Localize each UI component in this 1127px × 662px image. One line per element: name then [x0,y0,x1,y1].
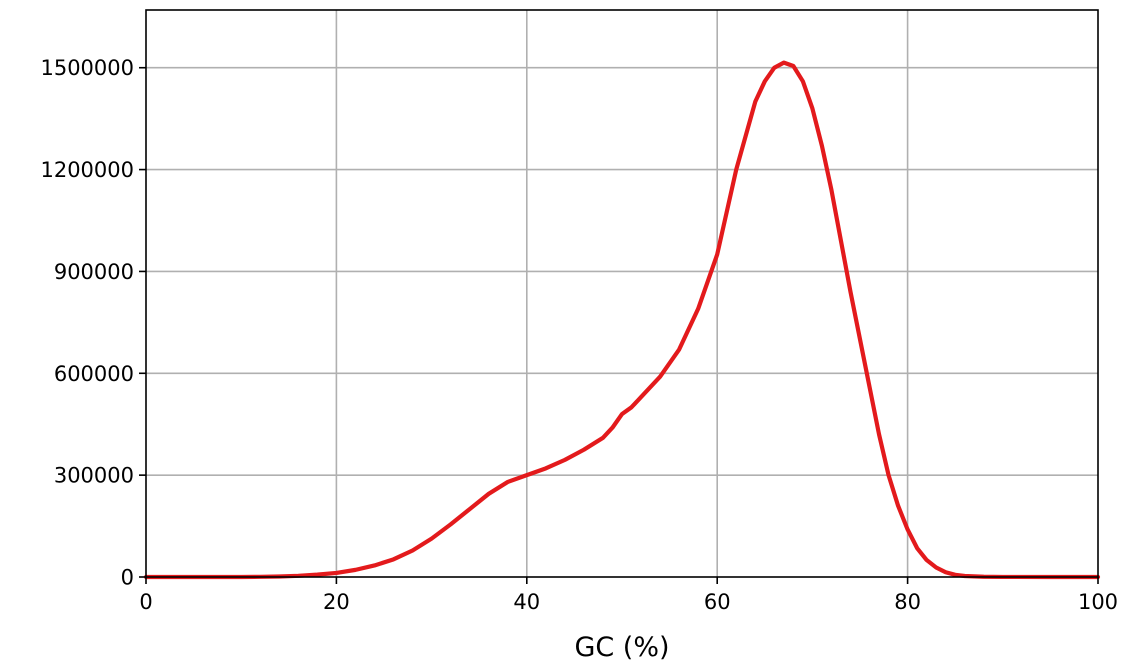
series-line [143,60,1101,580]
y-tick-label: 300000 [54,464,134,488]
series-layer [143,60,1101,580]
x-tick-label: 40 [513,590,540,614]
y-tick-label: 600000 [54,362,134,386]
y-tick-label: 0 [121,566,134,590]
x-tick-label: 100 [1078,590,1118,614]
x-axis-label: GC (%) [574,632,669,662]
x-axis-ticks: 0 20 40 60 80 100 [139,577,1118,614]
x-tick-label: 0 [139,590,152,614]
y-axis-ticks: 0 300000 600000 900000 1200000 1500000 [40,56,146,590]
y-tick-label: 1500000 [40,56,134,80]
x-tick-label: 20 [323,590,350,614]
plot-frame [145,9,1099,578]
x-tick-label: 80 [894,590,921,614]
x-tick-label: 60 [704,590,731,614]
grid-lines [146,10,1098,577]
y-tick-label: 1200000 [40,158,134,182]
y-tick-label: 900000 [54,260,134,284]
